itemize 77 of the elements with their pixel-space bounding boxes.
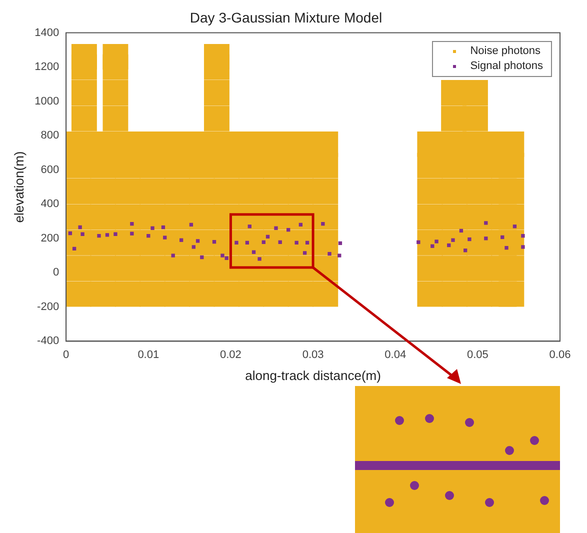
legend-label: Noise photons (470, 44, 541, 59)
point (150, 226, 154, 230)
point (163, 236, 167, 240)
point (321, 222, 325, 226)
point (248, 224, 252, 228)
y-tick-label: 1000 (34, 95, 60, 108)
x-tick-label: 0.06 (549, 348, 571, 361)
point (179, 238, 184, 242)
point (130, 222, 134, 226)
point (463, 248, 468, 252)
point (245, 240, 250, 245)
point (521, 245, 525, 249)
point (266, 234, 270, 239)
point (302, 251, 307, 255)
x-tick-label: 0.01 (138, 348, 160, 361)
y-tick-label: 0 (52, 266, 60, 279)
point (451, 238, 455, 242)
chart-title: Day 3-Gaussian Mixture Model (190, 9, 382, 26)
y-tick-label: -400 (37, 335, 60, 348)
point (512, 224, 517, 228)
y-tick-label: 600 (40, 164, 60, 176)
point (294, 240, 298, 245)
point (161, 225, 166, 230)
point (298, 222, 303, 227)
point (252, 250, 256, 254)
point (220, 254, 224, 258)
y-tick-label: 200 (40, 232, 60, 244)
point (447, 243, 451, 248)
x-tick-label: 0 (63, 348, 70, 361)
point (504, 246, 508, 250)
x-tick-label: 0.05 (466, 348, 488, 361)
y-tick-label: 1200 (34, 61, 60, 74)
point (278, 240, 282, 244)
point (286, 228, 290, 232)
x-tick-label: 0.03 (302, 348, 324, 361)
point (258, 257, 262, 261)
point (105, 233, 110, 237)
x-tick-label: 0.02 (220, 348, 242, 361)
point (68, 231, 72, 236)
x-axis-title: along-track distance(m) (245, 368, 381, 383)
point (262, 240, 266, 244)
point (459, 228, 464, 233)
y-tick-label: 400 (40, 198, 60, 210)
point (224, 256, 228, 260)
point (200, 255, 204, 260)
point (274, 226, 278, 230)
point (484, 221, 488, 225)
point (468, 237, 472, 242)
point (171, 254, 175, 258)
point (192, 245, 196, 249)
point (114, 232, 118, 236)
point (196, 239, 200, 243)
point (430, 244, 434, 248)
point (189, 222, 194, 227)
point (521, 234, 525, 238)
y-tick-label: 800 (40, 130, 60, 142)
point (500, 235, 504, 240)
point (78, 225, 82, 230)
point (328, 252, 332, 256)
y-tick-label: -200 (37, 300, 60, 313)
point (484, 236, 488, 240)
point (416, 240, 420, 244)
point (305, 240, 310, 245)
point (80, 232, 84, 236)
point (212, 240, 216, 244)
point (97, 234, 101, 238)
point (234, 240, 238, 245)
point (434, 240, 438, 244)
legend-label: Signal photons (470, 58, 543, 74)
y-axis-title: elevation(m) (11, 151, 26, 223)
point (130, 232, 134, 236)
x-tick-label: 0.04 (384, 348, 406, 361)
point (72, 246, 76, 251)
point (338, 254, 342, 258)
point (146, 234, 150, 238)
point (338, 241, 342, 246)
y-tick-label: 1400 (34, 26, 60, 39)
